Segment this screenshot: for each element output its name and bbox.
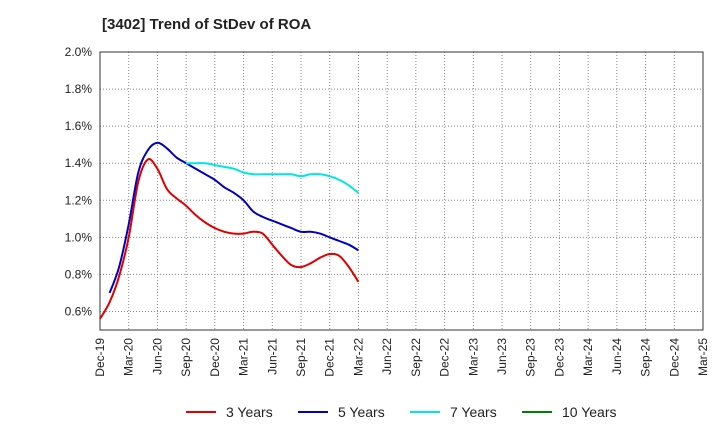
y-tick-label: 2.0%: [65, 45, 93, 59]
legend-item-3-years: 3 Years: [186, 404, 273, 420]
legend-swatch-10-years: [522, 411, 552, 413]
x-tick-label: Dec-21: [323, 338, 337, 377]
legend-label-3-years: 3 Years: [226, 404, 273, 420]
y-tick-label: 1.0%: [65, 230, 93, 244]
x-tick-label: Dec-22: [438, 338, 452, 377]
legend-swatch-7-years: [410, 411, 440, 413]
x-tick-label: Jun-23: [495, 338, 509, 375]
chart-title: [3402] Trend of StDev of ROA: [102, 16, 312, 33]
legend-swatch-5-years: [298, 411, 328, 413]
x-tick-label: Dec-23: [552, 338, 566, 377]
series-line-5-years: [108, 141, 359, 294]
series-line-3-years: [99, 158, 360, 320]
x-tick-label: Mar-21: [237, 338, 251, 376]
legend-item-10-years: 10 Years: [522, 404, 617, 420]
x-tick-label: Mar-24: [581, 338, 595, 376]
x-tick-label: Sep-22: [409, 338, 423, 377]
legend-item-5-years: 5 Years: [298, 404, 385, 420]
plot-border: [99, 51, 704, 331]
x-tick-label: Sep-20: [179, 338, 193, 377]
y-tick-label: 1.6%: [65, 119, 93, 133]
x-tick-label: Jun-20: [150, 338, 164, 375]
y-tick-label: 1.2%: [65, 193, 93, 207]
y-tick-label: 1.8%: [65, 82, 93, 96]
x-tick-label: Jun-21: [265, 338, 279, 375]
legend-swatch-3-years: [186, 411, 216, 413]
legend-item-7-years: 7 Years: [410, 404, 497, 420]
legend: 3 Years 5 Years 7 Years 10 Years: [0, 404, 720, 426]
x-tick-label: Dec-19: [93, 338, 107, 377]
x-tick-label: Jun-22: [380, 338, 394, 375]
legend-label-7-years: 7 Years: [450, 404, 497, 420]
x-tick-label: Sep-23: [524, 338, 538, 377]
x-tick-label: Dec-24: [667, 338, 681, 377]
plot-area: [100, 52, 703, 330]
x-tick-label: Mar-25: [696, 338, 710, 376]
legend-label-10-years: 10 Years: [562, 404, 617, 420]
x-tick-label: Dec-20: [208, 338, 222, 377]
y-tick-label: 0.8%: [65, 267, 93, 281]
y-tick-label: 0.6%: [65, 304, 93, 318]
x-tick-label: Jun-24: [610, 338, 624, 375]
x-tick-label: Mar-22: [351, 338, 365, 376]
series-line-7-years: [186, 162, 360, 194]
legend-label-5-years: 5 Years: [338, 404, 385, 420]
x-tick-label: Sep-24: [639, 338, 653, 377]
x-tick-label: Mar-23: [466, 338, 480, 376]
x-tick-label: Sep-21: [294, 338, 308, 377]
y-tick-label: 1.4%: [65, 156, 93, 170]
x-tick-label: Mar-20: [122, 338, 136, 376]
